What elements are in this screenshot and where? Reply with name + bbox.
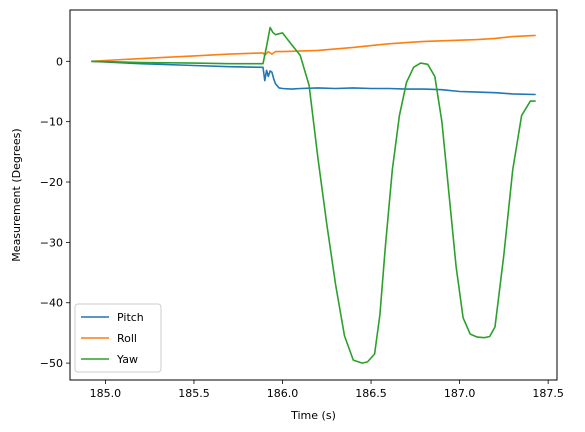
plot-frame bbox=[69, 9, 558, 381]
series-line-pitch bbox=[91, 60, 536, 96]
y-tick-label: −10 bbox=[40, 116, 63, 129]
y-axis: 0 −10 −20 −30 −40 −50 bbox=[40, 55, 70, 370]
x-axis-label: Time (s) bbox=[290, 409, 336, 422]
x-tick-label: 185.5 bbox=[178, 387, 210, 400]
y-tick-label: −40 bbox=[40, 297, 63, 310]
series-line-yaw bbox=[91, 26, 536, 364]
series-line-roll bbox=[91, 34, 536, 63]
x-axis: 185.0 185.5 186.0 186.5 187.0 187.5 bbox=[90, 380, 564, 400]
x-tick-label: 185.0 bbox=[90, 387, 122, 400]
x-tick-label: 186.0 bbox=[267, 387, 299, 400]
legend-box bbox=[74, 303, 162, 373]
legend: Pitch Roll Yaw bbox=[74, 303, 162, 373]
y-tick-label: −20 bbox=[40, 176, 63, 189]
x-tick-label: 186.5 bbox=[355, 387, 387, 400]
plot-lines bbox=[91, 26, 536, 364]
y-axis-label: Measurement (Degrees) bbox=[10, 128, 23, 261]
x-tick-label: 187.0 bbox=[444, 387, 476, 400]
y-tick-label: −50 bbox=[40, 357, 63, 370]
legend-label-yaw: Yaw bbox=[116, 353, 138, 366]
legend-label-roll: Roll bbox=[117, 332, 137, 345]
legend-label-pitch: Pitch bbox=[117, 311, 144, 324]
x-tick-label: 187.5 bbox=[532, 387, 564, 400]
y-tick-label: 0 bbox=[56, 55, 63, 68]
y-tick-label: −30 bbox=[40, 236, 63, 249]
